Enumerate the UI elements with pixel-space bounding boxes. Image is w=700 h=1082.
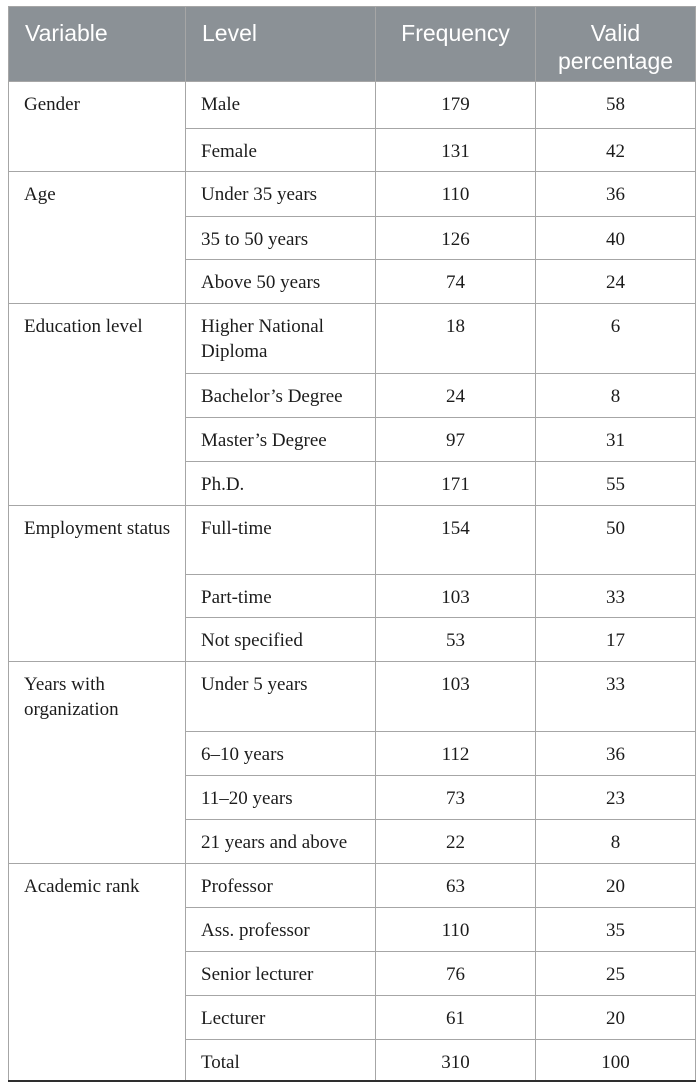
table-row: Employment status Full-time 154 50 [8,505,696,663]
cell-percentage: 33 [535,661,696,733]
cell-percentage: 31 [535,417,696,463]
table-row: Years with organization Under 5 years 10… [8,661,696,865]
table-row: 11–20 years 73 23 [9,775,696,821]
cell-frequency: 97 [375,417,536,463]
cell-percentage: 55 [535,461,696,507]
table-row: 21 years and above 22 8 [9,819,696,865]
cell-percentage: 42 [535,128,696,173]
table-row: Lecturer 61 20 [9,995,696,1041]
cell-level: 21 years and above [185,819,376,865]
table-row: Bachelor’s Degree 24 8 [9,373,696,419]
column-header-frequency: Frequency [375,5,536,83]
cell-variable: Age [8,171,186,305]
cell-level: Above 50 years [185,259,376,305]
cell-percentage: 36 [535,171,696,218]
cell-frequency: 63 [375,863,536,909]
cell-percentage: 58 [535,81,696,130]
cell-frequency: 53 [375,617,536,663]
cell-percentage: 6 [535,303,696,375]
cell-frequency: 131 [375,128,536,173]
table-row: Part-time 103 33 [9,574,696,619]
cell-frequency: 24 [375,373,536,419]
table-row: 35 to 50 years 126 40 [9,216,696,261]
cell-variable: Education level [8,303,186,507]
cell-level: Total [185,1039,376,1082]
table-row-total: Total 310 100 [9,1039,696,1082]
cell-frequency: 154 [375,505,536,576]
table-row: Education level Higher National Diploma … [8,303,696,507]
cell-level: Senior lecturer [185,951,376,997]
cell-level: Full-time [185,505,376,576]
cell-frequency: 74 [375,259,536,305]
cell-frequency: 179 [375,81,536,130]
table-row: Senior lecturer 76 25 [9,951,696,997]
cell-variable: Gender [8,81,186,173]
column-header-variable: Variable [8,5,186,83]
cell-level: Male [185,81,376,130]
table-row: Not specified 53 17 [9,617,696,663]
demographics-table: Variable Level Frequency Valid percentag… [8,5,696,1082]
cell-frequency: 76 [375,951,536,997]
table-row: 6–10 years 112 36 [9,731,696,777]
column-header-level: Level [185,5,376,83]
cell-level: Professor [185,863,376,909]
cell-percentage: 40 [535,216,696,261]
header-row: Variable Level Frequency Valid percentag… [8,5,696,83]
cell-level: Higher National Diploma [185,303,376,375]
table-row: Gender Male 179 58 [8,81,696,173]
cell-percentage: 25 [535,951,696,997]
table-row: Age Under 35 years 110 36 [8,171,696,305]
cell-percentage: 33 [535,574,696,619]
cell-frequency: 73 [375,775,536,821]
cell-percentage: 17 [535,617,696,663]
cell-variable: Academic rank [8,863,186,1082]
cell-frequency: 18 [375,303,536,375]
table-row: Academic rank Professor 63 20 [8,863,696,1082]
table-row: Ass. professor 110 35 [9,907,696,953]
cell-level: 6–10 years [185,731,376,777]
cell-percentage: 35 [535,907,696,953]
cell-level: Ph.D. [185,461,376,507]
cell-frequency: 110 [375,171,536,218]
column-header-valid-percentage: Valid percentage [535,5,696,83]
cell-frequency: 110 [375,907,536,953]
cell-level: Not specified [185,617,376,663]
cell-frequency: 61 [375,995,536,1041]
table-row: Above 50 years 74 24 [9,259,696,305]
cell-percentage: 36 [535,731,696,777]
cell-frequency: 112 [375,731,536,777]
cell-frequency: 171 [375,461,536,507]
cell-percentage: 8 [535,373,696,419]
cell-variable: Employment status [8,505,186,663]
cell-frequency: 126 [375,216,536,261]
cell-frequency: 310 [375,1039,536,1082]
cell-level: Part-time [185,574,376,619]
cell-level: Female [185,128,376,173]
cell-level: Under 35 years [185,171,376,218]
cell-percentage: 8 [535,819,696,865]
cell-level: 35 to 50 years [185,216,376,261]
cell-level: Master’s Degree [185,417,376,463]
cell-level: Ass. professor [185,907,376,953]
cell-percentage: 23 [535,775,696,821]
cell-level: Bachelor’s Degree [185,373,376,419]
table-row: Female 131 42 [9,128,696,173]
cell-level: 11–20 years [185,775,376,821]
cell-frequency: 103 [375,574,536,619]
cell-percentage: 20 [535,863,696,909]
cell-percentage: 24 [535,259,696,305]
cell-level: Lecturer [185,995,376,1041]
cell-frequency: 22 [375,819,536,865]
cell-variable: Years with organization [8,661,186,865]
cell-percentage: 20 [535,995,696,1041]
cell-percentage: 100 [535,1039,696,1082]
cell-percentage: 50 [535,505,696,576]
cell-frequency: 103 [375,661,536,733]
table-row: Ph.D. 171 55 [9,461,696,507]
cell-level: Under 5 years [185,661,376,733]
